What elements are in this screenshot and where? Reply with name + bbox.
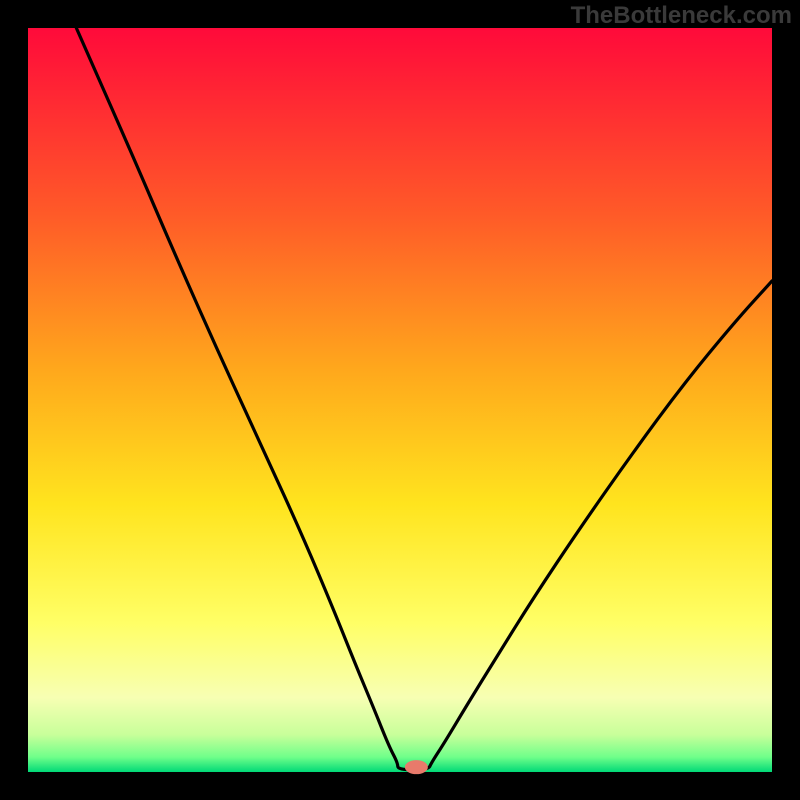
chart-container: TheBottleneck.com: [0, 0, 800, 800]
chart-background-gradient: [28, 28, 772, 772]
bottleneck-curve-chart: [0, 0, 800, 800]
watermark-text: TheBottleneck.com: [571, 2, 792, 30]
optimal-point-marker: [405, 761, 427, 774]
